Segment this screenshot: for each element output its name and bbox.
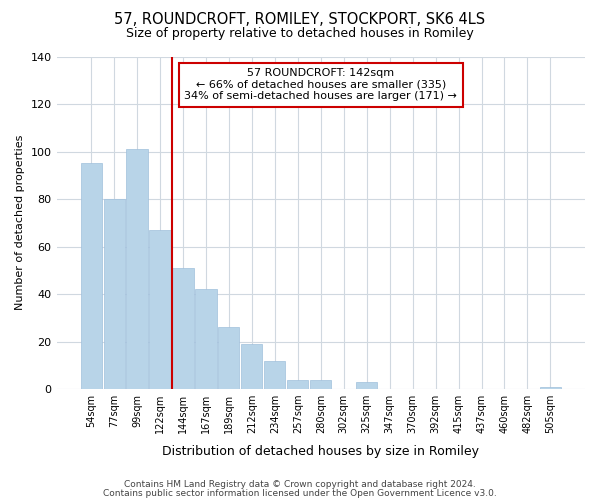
Bar xyxy=(356,382,377,389)
X-axis label: Distribution of detached houses by size in Romiley: Distribution of detached houses by size … xyxy=(162,444,479,458)
Bar xyxy=(172,268,194,389)
Text: 57 ROUNDCROFT: 142sqm
← 66% of detached houses are smaller (335)
34% of semi-det: 57 ROUNDCROFT: 142sqm ← 66% of detached … xyxy=(184,68,457,102)
Text: Contains HM Land Registry data © Crown copyright and database right 2024.: Contains HM Land Registry data © Crown c… xyxy=(124,480,476,489)
Bar xyxy=(264,360,286,389)
Text: Contains public sector information licensed under the Open Government Licence v3: Contains public sector information licen… xyxy=(103,489,497,498)
Bar xyxy=(540,386,561,389)
Bar xyxy=(241,344,262,389)
Bar xyxy=(218,328,239,389)
Bar xyxy=(149,230,170,389)
Bar xyxy=(310,380,331,389)
Text: 57, ROUNDCROFT, ROMILEY, STOCKPORT, SK6 4LS: 57, ROUNDCROFT, ROMILEY, STOCKPORT, SK6 … xyxy=(115,12,485,28)
Text: Size of property relative to detached houses in Romiley: Size of property relative to detached ho… xyxy=(126,28,474,40)
Bar xyxy=(196,290,217,389)
Bar xyxy=(80,164,101,389)
Bar xyxy=(287,380,308,389)
Y-axis label: Number of detached properties: Number of detached properties xyxy=(15,135,25,310)
Bar xyxy=(127,149,148,389)
Bar xyxy=(104,199,125,389)
